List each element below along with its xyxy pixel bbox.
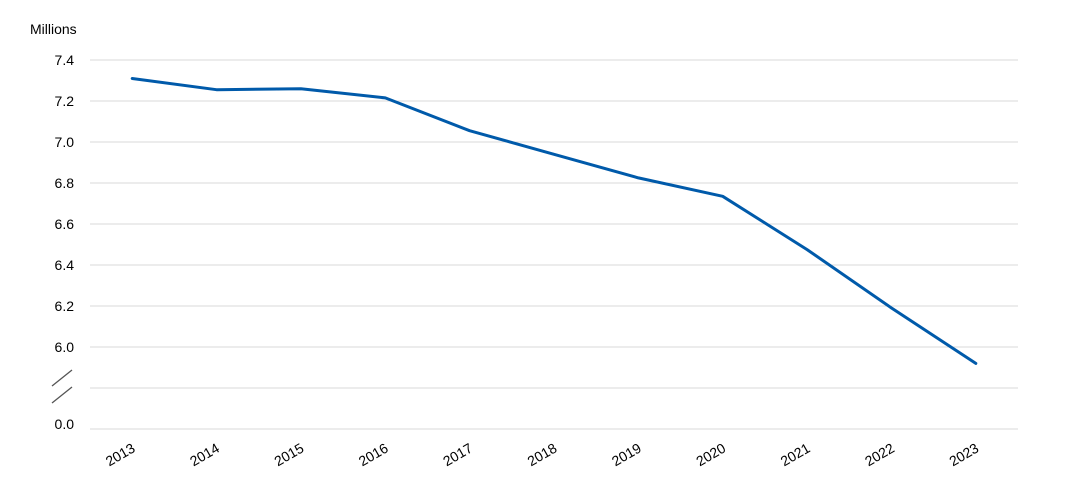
- x-tick-label: 2017: [440, 440, 475, 470]
- x-tick-label: 2014: [187, 440, 222, 470]
- series-line: [130, 77, 978, 365]
- y-tick-label: 0.0: [55, 416, 75, 432]
- x-tick-label: 2021: [778, 440, 813, 470]
- y-tick-label: 6.6: [55, 216, 75, 232]
- x-tick-labels: 2013 2014 2015 2016 2017 2018 2019 2020 2021 2022…: [103, 440, 982, 470]
- x-tick-label: 2018: [525, 440, 560, 470]
- axis-break-marker: [51, 369, 73, 404]
- y-tick-label: 7.4: [55, 52, 75, 68]
- gridlines: [90, 59, 1018, 430]
- x-tick-label: 2022: [862, 440, 897, 470]
- y-tick-label: 7.0: [55, 134, 75, 150]
- y-tick-label: 6.4: [55, 257, 75, 273]
- y-tick-label: 6.2: [55, 298, 75, 314]
- y-tick-label: 7.2: [55, 93, 75, 109]
- y-tick-labels: 7.4 7.2 7.0 6.8 6.6 6.4 6.2 6.0 0.0: [55, 52, 75, 432]
- series-lines: [130, 77, 978, 365]
- y-unit-label: Millions: [30, 21, 77, 37]
- x-tick-label: 2019: [609, 440, 644, 470]
- axis-break-stroke: [51, 369, 73, 387]
- x-tick-label: 2013: [103, 440, 138, 470]
- y-tick-label: 6.0: [55, 339, 75, 355]
- x-tick-label: 2020: [693, 440, 728, 470]
- x-tick-label: 2015: [271, 440, 306, 470]
- axis-break-stroke: [51, 386, 73, 404]
- y-tick-label: 6.8: [55, 175, 75, 191]
- x-tick-label: 2023: [946, 440, 981, 470]
- x-tick-label: 2016: [356, 440, 391, 470]
